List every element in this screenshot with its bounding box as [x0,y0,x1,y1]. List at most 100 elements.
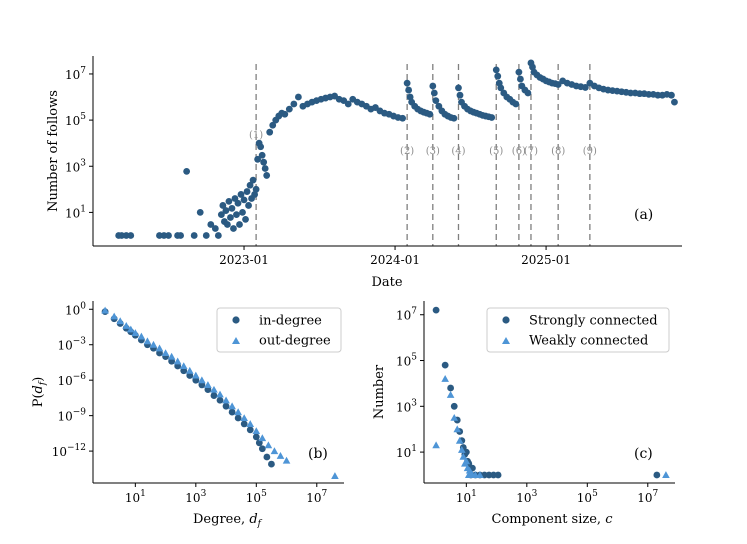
b-legend-in-degree: in-degree [259,314,322,329]
a-y-tick-label: 103 [65,158,86,174]
c-x-axis-label: Component size, c [492,512,614,527]
c-panel-label: (c) [634,446,653,462]
follows-point [245,202,252,209]
follows-point [233,211,240,219]
b-y-tick-label: 10−3 [57,337,86,353]
follows-point [258,151,266,159]
a-x-tick-label: 2023-01 [219,253,269,267]
b-out-degree-point [282,456,291,464]
b-legend-out-degree: out-degree [259,334,331,349]
follows-point [406,93,414,101]
b-in-degree-point [263,453,271,461]
follows-point [581,84,589,91]
follows-point [512,100,520,108]
follows-point [269,121,277,129]
event-label: (6) [512,146,526,157]
b-out-degree-point [161,349,170,357]
c-strongly-connected-point [447,384,455,392]
follows-point [405,86,413,94]
b-legend-box [216,307,342,353]
b-out-degree-point [252,427,261,435]
panel-c-component-size-chart: 101 103 105 107 101 103 105 107 Component size… [372,301,675,527]
follows-point [165,232,172,239]
b-x-ticks: 101 103 105 107 [125,483,328,505]
follows-point [196,209,204,216]
follows-point [290,100,298,108]
b-y-tick-label: 10−12 [52,443,86,459]
follows-point [252,185,260,193]
b-out-degree-point [122,322,131,329]
b-legend-in-degree-marker [232,316,240,324]
a-panel-label: (a) [634,207,653,223]
b-in-degree-point [222,402,230,410]
b-y-axis-label: P(df) [31,377,48,408]
event-label: (4) [451,146,465,157]
b-x-tick-label: 107 [306,489,327,505]
a-y-tick-label: 107 [65,66,86,82]
b-out-degree-point [137,332,146,340]
follows-point [524,89,532,97]
b-out-degree-point [167,352,176,360]
panel-b-degree-distribution-chart: 101 103 105 107 100 10−3 10−6 10−9 10−12 Degree… [31,301,344,529]
a-x-tick-label: 2025-01 [521,253,571,267]
follows-point [260,158,268,166]
follows-point [230,225,237,232]
follows-point [243,188,251,195]
b-in-degree-point [210,392,218,399]
c-weakly-connected-point [458,446,466,453]
event-label: (5) [489,146,503,157]
follows-point [183,167,191,175]
b-out-degree-point [127,325,135,333]
b-legend: in-degree out-degree [216,307,342,353]
follows-point [214,232,222,239]
follows-point [234,199,242,207]
follows-point [285,105,293,113]
follows-point [225,197,233,205]
c-strongly-connected-point [450,402,458,410]
b-out-degree-point [155,344,164,352]
b-out-degree-point [210,385,218,393]
follows-point [224,221,231,228]
c-weakly-connected-point [476,471,484,479]
follows-point [450,114,458,122]
c-y-axis-label: Number [372,364,387,419]
follows-point [426,110,434,118]
c-weakly-connected-point [453,425,462,433]
follows-point [227,214,234,221]
b-in-degree-point [246,426,254,434]
b-out-degree-point [179,362,188,370]
follows-point [281,110,289,118]
b-in-degree-point [268,460,275,468]
follows-series [115,59,678,239]
follows-point [257,143,265,151]
c-x-tick-label: 103 [516,489,537,505]
b-out-degree-point [258,434,267,442]
c-legend: Strongly connected Weakly connected [486,307,670,353]
b-in-degree-point [258,445,266,453]
b-out-degree-point [116,317,125,325]
c-legend-weakly-connected: Weakly connected [529,334,648,349]
b-in-degree-point [234,414,242,422]
follows-point [266,128,274,136]
b-out-degree-point [331,472,339,479]
b-x-tick-label: 101 [125,489,146,505]
follows-point [239,209,246,216]
follows-point [344,100,352,108]
c-legend-weak-marker [502,337,510,344]
follows-point [228,204,236,212]
follows-point [261,165,269,172]
follows-point [517,75,524,83]
b-y-tick-label: 10−6 [57,372,86,388]
b-legend-out-degree-marker [232,337,240,344]
follows-point [202,232,210,239]
event-label: (8) [551,146,565,157]
c-weakly-connected-point [450,413,459,421]
follows-point [429,82,437,90]
follows-point [492,66,500,74]
b-out-degree-point [228,402,236,410]
c-strongly-connected-point [653,471,661,479]
event-label: (3) [426,146,440,157]
b-out-degree-point [143,337,152,345]
c-legend-box [486,307,670,353]
c-weakly-connected-point [432,441,440,449]
